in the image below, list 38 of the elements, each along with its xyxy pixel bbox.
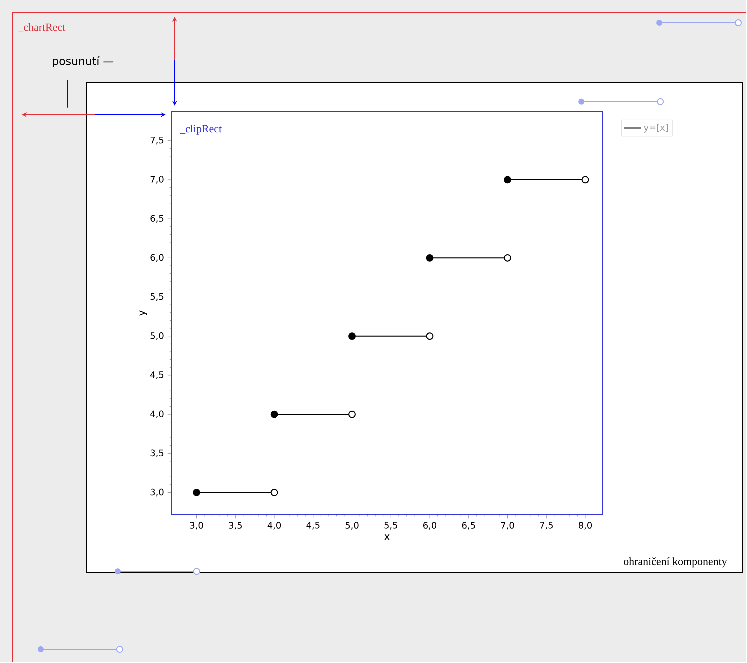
legend-label: y=[x] [644, 124, 668, 133]
x-tick-label: 4,5 [306, 522, 320, 530]
x-tick-label: 3,0 [190, 522, 204, 530]
y-axis-title: y [140, 310, 148, 316]
y-tick-label: 7,0 [150, 176, 164, 184]
point [504, 254, 512, 262]
point [270, 410, 278, 418]
point [348, 332, 356, 340]
y-tick-label: 3,5 [150, 450, 164, 458]
x-tick-label: 8,0 [578, 522, 592, 530]
x-tick-label: 6,0 [424, 522, 437, 530]
text: _chartRect [18, 23, 66, 32]
point [348, 410, 356, 418]
point [426, 332, 434, 340]
y-tick-label: 6,5 [150, 215, 164, 223]
x-tick-label: 5,0 [346, 522, 359, 530]
x-tick-label: 6,5 [462, 522, 476, 530]
point [193, 489, 200, 496]
y-tick-label: 4,5 [150, 372, 164, 380]
text: posunutí — [53, 56, 114, 68]
y-tick-label: 6,0 [150, 254, 164, 262]
point [426, 254, 434, 262]
x-tick-label: 5,5 [384, 522, 398, 530]
point [504, 176, 512, 184]
point [582, 176, 590, 184]
x-axis-title: x [384, 534, 390, 540]
x-tick-label: 7,0 [501, 522, 514, 530]
text: ohraničení komponenty [624, 558, 728, 568]
annotation: _clipRect [180, 124, 222, 135]
x-tick-label: 7,5 [540, 522, 553, 530]
y-tick-label: 4,0 [150, 410, 164, 418]
point [270, 489, 278, 496]
y-tick-label: 5,0 [150, 332, 164, 340]
x-tick-label: 3,5 [229, 522, 242, 530]
y-tick-label: 7,5 [150, 137, 164, 145]
x-tick-label: 4,0 [268, 522, 282, 530]
y-tick-label: 5,5 [150, 293, 164, 302]
y-tick-label: 3,0 [150, 488, 164, 497]
